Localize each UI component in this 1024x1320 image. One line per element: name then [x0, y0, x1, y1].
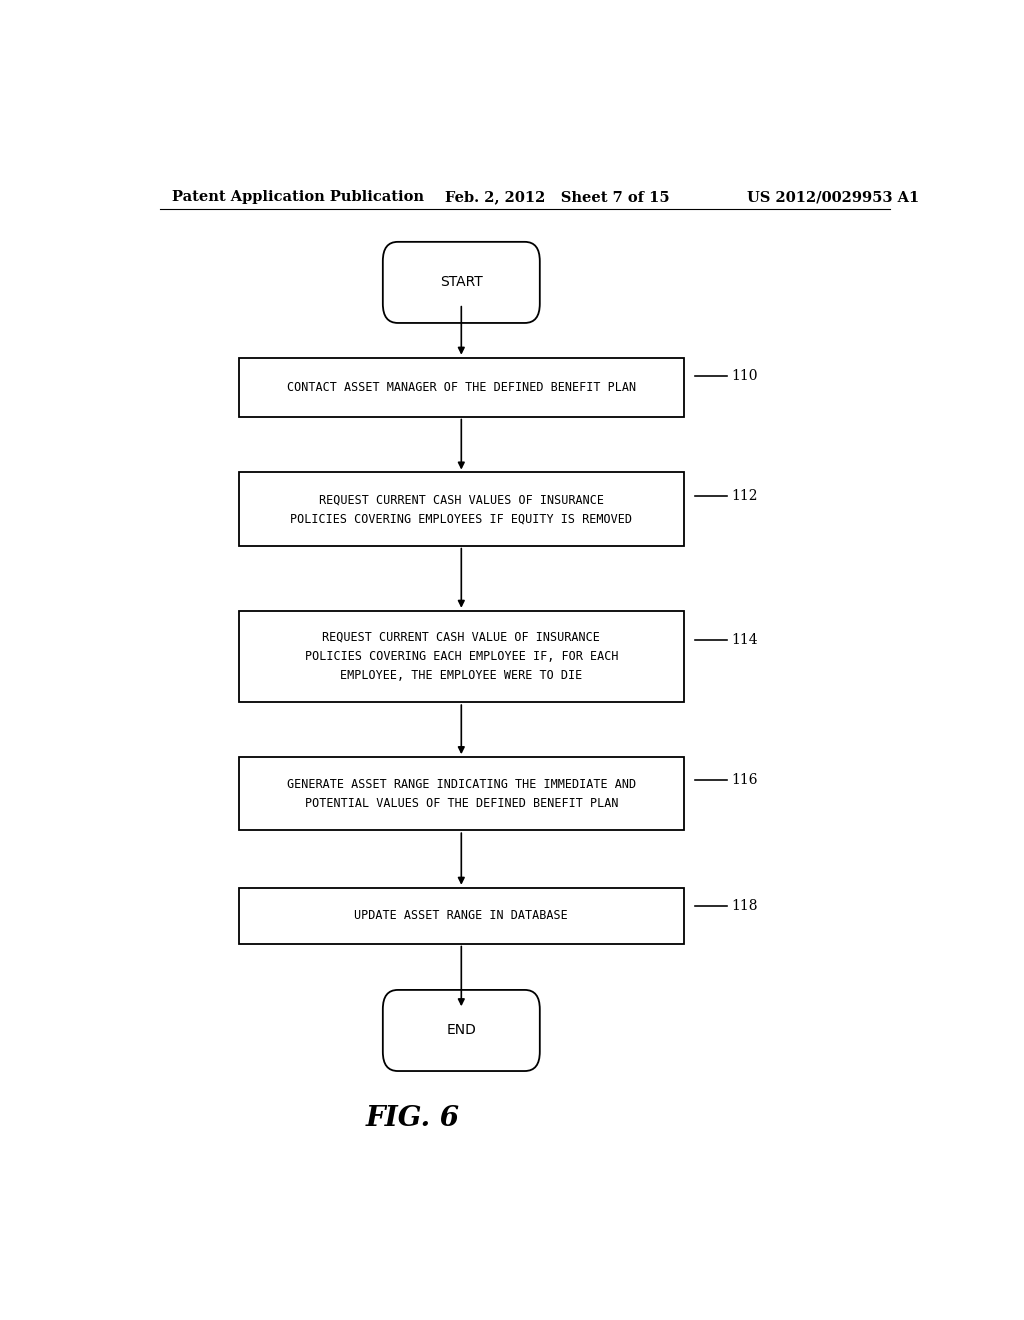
Text: START: START [440, 276, 482, 289]
Text: 116: 116 [731, 774, 758, 788]
Text: CONTACT ASSET MANAGER OF THE DEFINED BENEFIT PLAN: CONTACT ASSET MANAGER OF THE DEFINED BEN… [287, 380, 636, 393]
Text: US 2012/0029953 A1: US 2012/0029953 A1 [748, 190, 920, 205]
Text: END: END [446, 1023, 476, 1038]
Bar [239, 611, 684, 702]
Text: FIG. 6: FIG. 6 [367, 1105, 460, 1133]
Bar [239, 473, 684, 545]
Text: 114: 114 [731, 634, 758, 647]
Text: 118: 118 [731, 899, 758, 912]
FancyBboxPatch shape [383, 242, 540, 323]
FancyBboxPatch shape [383, 990, 540, 1071]
Text: REQUEST CURRENT CASH VALUE OF INSURANCE
POLICIES COVERING EACH EMPLOYEE IF, FOR : REQUEST CURRENT CASH VALUE OF INSURANCE … [304, 631, 618, 682]
Text: GENERATE ASSET RANGE INDICATING THE IMMEDIATE AND
POTENTIAL VALUES OF THE DEFINE: GENERATE ASSET RANGE INDICATING THE IMME… [287, 777, 636, 809]
Bar [239, 758, 684, 830]
Text: Patent Application Publication: Patent Application Publication [172, 190, 424, 205]
Text: 110: 110 [731, 370, 758, 384]
Bar [239, 358, 684, 417]
Text: 112: 112 [731, 488, 758, 503]
Bar [239, 887, 684, 944]
Text: REQUEST CURRENT CASH VALUES OF INSURANCE
POLICIES COVERING EMPLOYEES IF EQUITY I: REQUEST CURRENT CASH VALUES OF INSURANCE… [291, 494, 632, 525]
Text: UPDATE ASSET RANGE IN DATABASE: UPDATE ASSET RANGE IN DATABASE [354, 909, 568, 923]
Text: Feb. 2, 2012   Sheet 7 of 15: Feb. 2, 2012 Sheet 7 of 15 [445, 190, 670, 205]
